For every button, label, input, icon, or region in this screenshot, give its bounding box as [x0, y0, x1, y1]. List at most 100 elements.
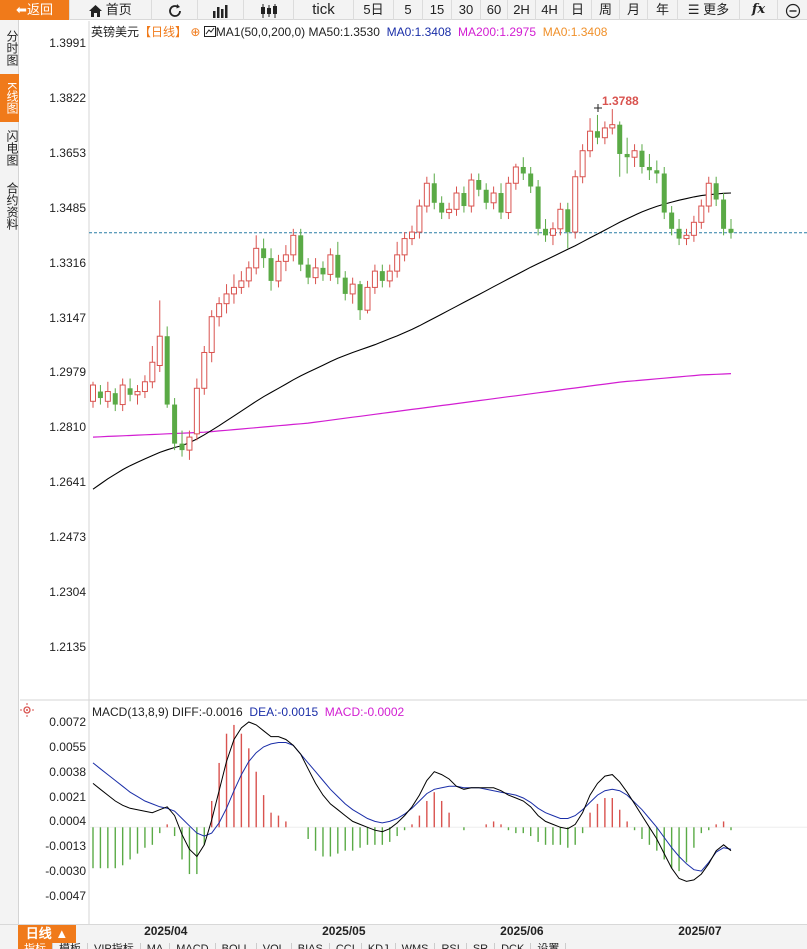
price-y-tick: 1.2979 — [49, 365, 86, 380]
price-y-tick: 1.2473 — [49, 530, 86, 544]
candle-body — [713, 183, 719, 200]
period-30min[interactable]: 30 — [452, 0, 481, 20]
candle — [512, 163, 519, 190]
bottom-bar: 日线 ▲ — [0, 924, 807, 949]
tab-kline[interactable]: K线图 — [0, 74, 19, 122]
candle — [386, 264, 393, 288]
candle — [357, 280, 363, 320]
candle — [461, 186, 467, 213]
ma-settings-icon[interactable] — [203, 25, 216, 39]
indicator-tab[interactable]: MA — [141, 943, 171, 949]
candle — [193, 378, 200, 441]
indicator-tab[interactable]: BOLL — [216, 943, 257, 949]
candle — [275, 254, 282, 288]
candle-body — [461, 193, 467, 207]
candle-body — [572, 176, 579, 233]
candle — [216, 297, 223, 327]
indicator-tab[interactable]: 设置 — [531, 943, 567, 949]
candle — [349, 277, 356, 304]
candle — [156, 300, 163, 373]
period-60min[interactable]: 60 — [481, 0, 508, 20]
candle — [661, 166, 667, 220]
candle-body — [528, 173, 534, 187]
period-year[interactable]: 年 — [648, 0, 678, 20]
candle — [149, 345, 156, 389]
candle — [201, 345, 208, 395]
period-15min[interactable]: 15 — [423, 0, 452, 20]
candle — [498, 183, 504, 220]
candle — [282, 245, 289, 272]
candle-body — [364, 286, 371, 311]
candle-body — [401, 238, 408, 256]
tab-contract-info[interactable]: 合约资料 — [5, 182, 19, 230]
candle-body — [357, 284, 363, 311]
indicator-tab[interactable]: 模板 — [53, 943, 88, 949]
period-2h[interactable]: 2H — [508, 0, 536, 20]
candle — [654, 160, 660, 184]
macd-settings-icon[interactable] — [20, 703, 34, 717]
tab-flash-chart[interactable]: 闪电图 — [5, 130, 19, 166]
indicator-tab[interactable]: DCK — [495, 943, 532, 949]
indicator-tab[interactable]: BIAS — [292, 943, 330, 949]
price-y-tick: 1.3653 — [49, 145, 86, 160]
period-day[interactable]: 日 — [564, 0, 592, 20]
indicator-tab[interactable]: KDJ — [362, 943, 396, 949]
indicator-tab[interactable]: CCI — [330, 943, 362, 949]
candle-body — [683, 234, 690, 240]
tab-timeshare[interactable]: 分时图 — [5, 30, 19, 66]
candle-body — [193, 387, 200, 435]
indicator-tab[interactable]: SR — [467, 943, 496, 949]
period-week[interactable]: 周 — [592, 0, 620, 20]
indicator-tab[interactable]: 指标 — [18, 943, 53, 949]
chart-type-button[interactable] — [198, 0, 244, 20]
home-button[interactable]: 首页 — [70, 0, 152, 20]
candle — [528, 166, 534, 194]
home-icon — [89, 2, 103, 17]
candle-body — [498, 193, 504, 213]
candle-body — [483, 189, 489, 203]
candle — [557, 202, 564, 236]
candle-body — [320, 267, 326, 275]
indicator-tab[interactable]: VIP指标 — [88, 943, 141, 949]
add-icon[interactable]: ⊕ — [190, 25, 201, 39]
candle — [261, 238, 267, 268]
candle — [335, 241, 341, 285]
candle — [646, 153, 652, 181]
candle — [572, 170, 579, 239]
day-period-button[interactable]: 日线 ▲ — [18, 925, 76, 943]
candle — [141, 375, 148, 399]
period-month[interactable]: 月 — [620, 0, 648, 20]
back-button[interactable]: ⬅返回 — [0, 0, 70, 20]
price-y-tick: 1.2135 — [49, 640, 86, 654]
candle-body — [394, 254, 401, 272]
formula-button[interactable]: fx — [740, 0, 778, 20]
candle-body — [669, 212, 675, 229]
indicator-tab[interactable]: MACD — [170, 943, 216, 949]
candle-style-button[interactable] — [244, 0, 294, 20]
candle — [409, 225, 415, 246]
macd-y-tick: 0.0004 — [49, 814, 86, 829]
candle-body — [617, 124, 623, 154]
indicator-tab[interactable]: VOL — [257, 943, 292, 949]
period-5day[interactable]: 5日 — [354, 0, 394, 20]
period-4h[interactable]: 4H — [536, 0, 564, 20]
period-5min[interactable]: 5 — [394, 0, 423, 20]
candle-body — [431, 183, 437, 203]
indicator-tab[interactable]: RSI — [435, 943, 467, 949]
more-button[interactable]: ☰ 更多 — [678, 0, 740, 20]
refresh-button[interactable] — [152, 0, 198, 20]
zoom-out-button[interactable] — [778, 0, 807, 20]
candle-body — [312, 267, 319, 279]
candle-body — [104, 391, 111, 402]
candle-body — [505, 182, 512, 214]
macd-title: MACD(13,8,9) — [92, 705, 169, 719]
candle-body — [298, 235, 304, 265]
indicator-tab[interactable]: WMS — [396, 943, 436, 949]
toolbar: ⬅返回 首页 tick 5日 5 15 30 60 2H 4H 日 周 月 年 … — [0, 0, 807, 20]
candle-body — [335, 254, 341, 278]
macd-y-tick: 0.0038 — [49, 764, 86, 779]
macd-y-tick: 0.0021 — [49, 789, 86, 804]
tick-button[interactable]: tick — [294, 0, 354, 20]
candle — [416, 199, 423, 239]
